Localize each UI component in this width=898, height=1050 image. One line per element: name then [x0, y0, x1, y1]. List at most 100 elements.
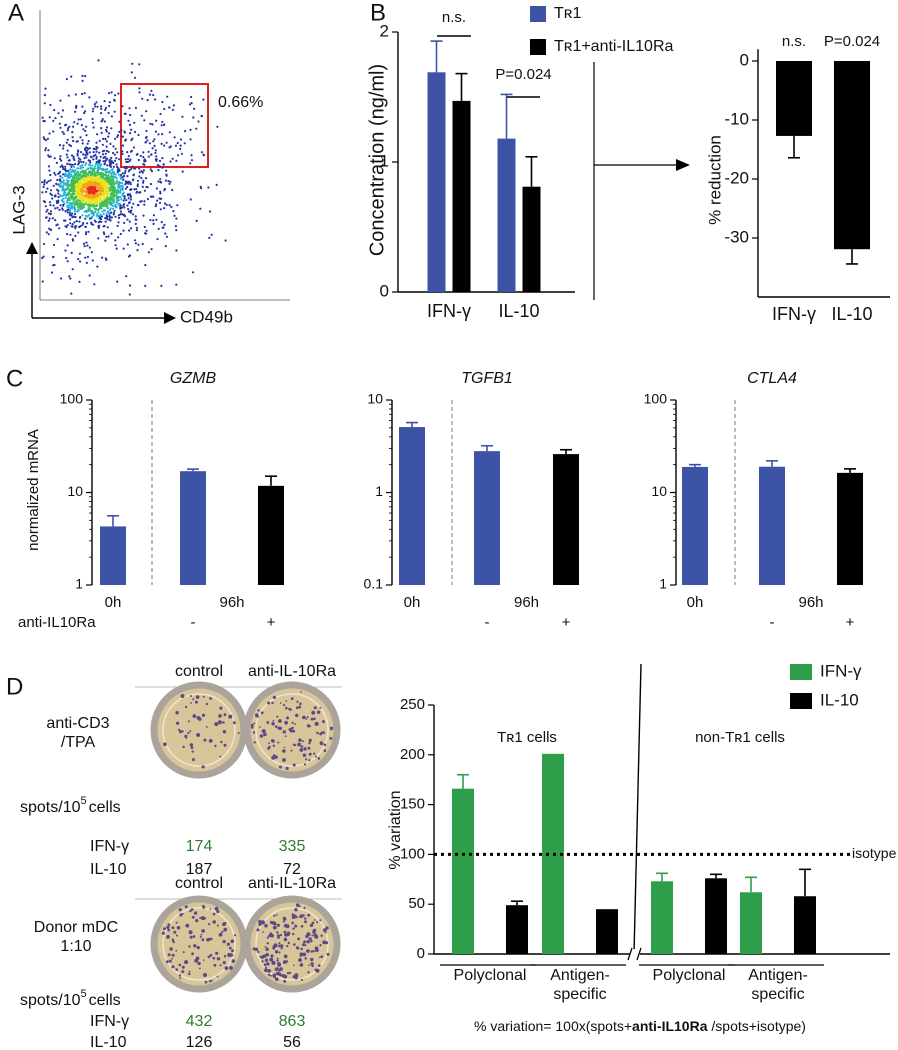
flow-dot [146, 139, 149, 142]
flow-dot [108, 171, 111, 174]
flow-dot [79, 216, 82, 219]
flow-dot [52, 119, 55, 122]
flow-dot [83, 157, 86, 160]
flow-dot [87, 148, 90, 151]
flow-dot [92, 169, 95, 172]
footnote: % variation= 100x(spots+anti-IL10Ra /spo… [474, 1018, 806, 1034]
flow-dot [123, 197, 126, 200]
flow-dot [66, 174, 69, 177]
flow-dot [114, 147, 117, 150]
spot [254, 947, 259, 952]
y-tick-label: -10 [724, 109, 749, 128]
legend-label: Tʀ1 [554, 5, 581, 22]
flow-dot [164, 232, 167, 235]
plate-rim [243, 895, 341, 993]
flow-dot [81, 163, 84, 166]
flow-dot [111, 207, 115, 210]
flow-dot [53, 157, 56, 160]
flow-dot [117, 221, 120, 224]
flow-dot [172, 210, 175, 213]
flow-dot [131, 137, 134, 140]
flow-dot [104, 106, 108, 110]
spot [290, 749, 293, 752]
row-label: IFN-γ [90, 1013, 129, 1030]
flow-dot [80, 151, 83, 154]
flow-dot [117, 92, 120, 95]
unit-superscript: 5 [80, 988, 86, 1000]
spot [270, 739, 274, 742]
flow-dot [128, 123, 131, 126]
flow-dot [163, 202, 167, 205]
flow-dot [76, 154, 79, 157]
flow-dot [78, 187, 81, 190]
spot [271, 960, 276, 965]
flow-dot [91, 198, 94, 201]
flow-dot [65, 179, 68, 182]
flow-dot [127, 197, 130, 200]
flow-dot [116, 151, 119, 154]
flow-dot [142, 169, 145, 172]
flow-dot [103, 192, 106, 195]
spot [184, 734, 188, 738]
flow-dot [100, 220, 103, 223]
spot [167, 923, 171, 927]
flow-dot [43, 137, 46, 141]
flow-dot [135, 226, 138, 229]
flow-dot [86, 255, 89, 259]
flow-dot [104, 137, 107, 141]
spot [208, 923, 211, 926]
x-tick-label: Antigen-specific [550, 967, 610, 1003]
flow-dot [192, 116, 195, 119]
plate-rim [150, 681, 248, 779]
chart-title: TGFB1 [461, 370, 513, 387]
spot [272, 744, 275, 747]
bar [682, 466, 708, 585]
treatment-label: + [846, 614, 855, 631]
flow-dot [100, 127, 103, 130]
flow-dot [58, 208, 61, 211]
error-bar [525, 156, 538, 187]
spot [167, 928, 170, 932]
spot [268, 745, 271, 749]
flow-dot [179, 147, 182, 150]
flow-dot [66, 211, 69, 214]
spot [308, 741, 311, 745]
flow-dot [144, 284, 147, 287]
flow-dot [84, 193, 87, 196]
flow-dot [104, 200, 107, 203]
flow-dot [118, 204, 121, 207]
flow-dot [85, 146, 88, 149]
flow-dot [110, 186, 113, 189]
spot [188, 930, 193, 935]
spot [276, 923, 280, 927]
spot [277, 741, 280, 744]
flow-dot [135, 153, 138, 156]
flow-dot [101, 173, 105, 177]
flow-dot [89, 180, 92, 183]
flow-dot [116, 170, 119, 173]
flow-dot [92, 183, 95, 186]
spot [306, 716, 309, 718]
flow-dot [150, 153, 153, 156]
flow-dot [84, 169, 88, 172]
flow-dot [88, 184, 91, 187]
spot [203, 959, 205, 961]
flow-dot [61, 199, 64, 202]
flow-dot [79, 171, 82, 174]
flow-dot [116, 192, 119, 195]
spot [189, 743, 194, 747]
flow-dot [138, 63, 141, 66]
spot [206, 938, 210, 942]
spot [294, 908, 298, 912]
flow-dot [95, 155, 98, 159]
x-axis-label: CD49b [180, 307, 233, 326]
flow-dot [158, 201, 162, 204]
flow-dot [111, 204, 114, 207]
flow-dot [75, 106, 78, 109]
flow-dot [135, 218, 138, 221]
spot [292, 763, 296, 767]
text-line: specific [553, 986, 606, 1003]
plate [243, 895, 341, 993]
flow-dot [93, 174, 96, 177]
flow-dot [61, 166, 65, 169]
